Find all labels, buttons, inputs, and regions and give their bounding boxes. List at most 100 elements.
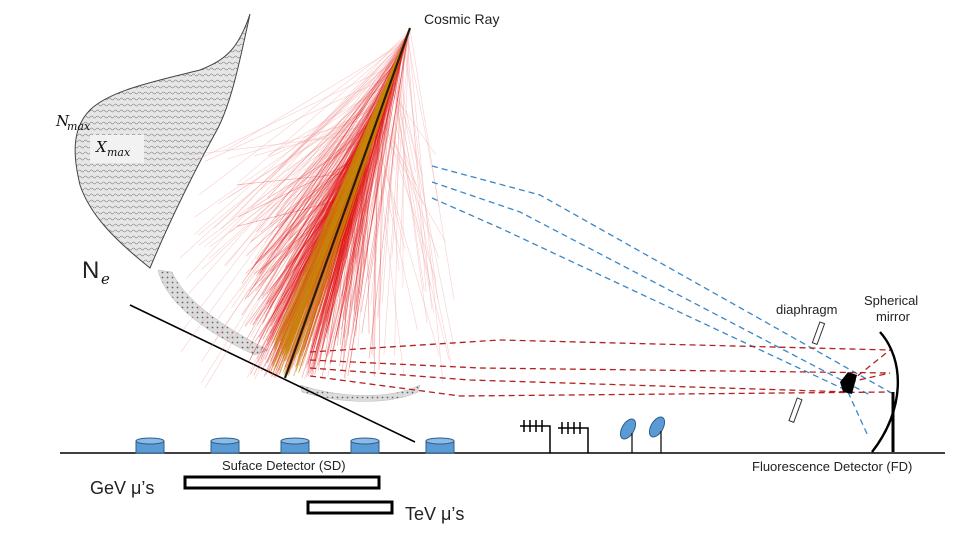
pmt-camera-icon <box>840 372 857 394</box>
nmax-label: N max <box>55 112 91 133</box>
shower-particle-track <box>338 51 402 297</box>
shower-particle-track <box>343 75 394 320</box>
water-cherenkov-tank-icon <box>280 437 310 454</box>
shower-particle-track <box>225 42 406 151</box>
shower-particle-track <box>339 167 361 345</box>
shower-particle-track <box>399 29 410 253</box>
shower-particle-track <box>347 173 359 336</box>
shower-particle-track <box>298 27 411 372</box>
shower-particle-track <box>378 104 384 370</box>
shower-particle-track <box>220 42 405 230</box>
shower-particle-track <box>208 104 383 260</box>
shower-particle-track <box>245 140 371 256</box>
radio-antenna-icon <box>558 422 589 453</box>
blue-light-rays <box>431 165 896 437</box>
svg-text:max: max <box>107 146 131 159</box>
surface-detector-tanks <box>135 437 455 454</box>
shower-particle-track <box>197 79 392 236</box>
shower-particle-track <box>248 70 396 350</box>
shower-particle-track <box>394 69 416 173</box>
shower-particle-track <box>392 76 423 176</box>
shower-particle-track <box>341 94 387 371</box>
shower-particle-track <box>260 90 388 282</box>
shower-particle-track <box>183 132 373 156</box>
shower-particle-track <box>273 27 411 344</box>
shower-particle-track <box>340 89 389 330</box>
shower-particle-track <box>336 142 370 339</box>
shower-particle-track <box>321 33 409 378</box>
shower-particle-track <box>269 103 383 158</box>
shower-particle-track <box>329 74 394 364</box>
spherical-mirror-label-line1: Spherical <box>864 293 918 308</box>
shower-particle-track <box>269 62 398 225</box>
shower-particle-track <box>241 53 401 284</box>
shower-particle-track <box>342 39 407 317</box>
spherical-mirror-label-line2: mirror <box>876 309 911 324</box>
shower-particle-track <box>238 36 407 183</box>
shower-particle-track <box>343 46 404 379</box>
shower-particle-track <box>198 107 382 246</box>
diaphragm-plate-upper <box>811 321 826 346</box>
shower-particle-track <box>328 85 390 326</box>
svg-text:X: X <box>95 138 108 156</box>
shower-particle-track <box>335 42 406 338</box>
water-cherenkov-tank-icon <box>210 437 240 454</box>
shower-particle-track <box>259 68 396 274</box>
svg-text:N: N <box>55 112 70 130</box>
shower-particle-track <box>308 51 402 368</box>
shower-particle-track <box>250 152 366 243</box>
shower-particle-track <box>317 155 365 371</box>
ne-label: N e <box>82 257 110 288</box>
longitudinal-profile-shape <box>74 13 251 269</box>
xmax-label-box <box>90 135 144 163</box>
shower-particle-track <box>271 27 411 377</box>
svg-text:max: max <box>67 120 91 133</box>
shower-particle-track <box>312 29 410 348</box>
shower-particle-track <box>371 56 401 222</box>
diaphragm-plate-lower <box>788 397 803 423</box>
shower-particle-track <box>201 96 386 270</box>
shower-particle-track <box>269 42 405 309</box>
shower-particle-track <box>403 44 438 299</box>
shower-particle-track <box>285 42 406 268</box>
shower-particle-track <box>318 37 407 158</box>
shower-particle-track <box>256 37 407 277</box>
shower-particle-track <box>236 171 359 186</box>
svg-text:e: e <box>101 270 110 288</box>
gev-muon-range-bar <box>183 475 381 490</box>
shower-particle-track <box>317 110 381 366</box>
shower-particle-track <box>373 129 404 374</box>
particle-shower-cascade <box>179 27 455 388</box>
shower-particle-track <box>314 34 408 375</box>
shower-particle-track <box>255 116 379 222</box>
shower-particle-track <box>339 141 370 367</box>
shower-particle-track <box>271 39 406 175</box>
shower-particle-track <box>343 196 351 360</box>
shower-particle-track <box>373 117 379 377</box>
shower-particle-track <box>406 36 440 208</box>
shower-particle-track <box>355 68 396 302</box>
shower-particle-track <box>330 108 382 364</box>
shower-particle-track <box>392 76 452 363</box>
shower-particle-track <box>347 68 396 377</box>
shower-particle-track <box>277 39 407 251</box>
shower-particle-track <box>354 146 368 322</box>
radar-dish-icon <box>619 418 637 453</box>
shower-particle-track <box>251 53 401 270</box>
shower-particle-track <box>270 27 411 361</box>
shower-particle-track <box>349 114 380 308</box>
shower-particle-track <box>285 27 411 356</box>
shower-particle-track <box>326 141 370 339</box>
shower-particle-track <box>265 51 402 305</box>
cosmic-ray-label: Cosmic Ray <box>424 11 499 27</box>
shower-particle-track <box>223 76 393 267</box>
shower-particle-track <box>376 120 446 242</box>
shower-particle-track <box>297 79 392 205</box>
shower-particle-track <box>372 132 418 331</box>
shower-particle-track <box>361 35 408 334</box>
shower-particle-track <box>383 41 406 355</box>
shower-particle-track <box>275 111 381 219</box>
svg-text:N: N <box>82 257 99 284</box>
shower-particle-track <box>236 197 350 227</box>
water-cherenkov-tank-icon <box>350 437 380 454</box>
